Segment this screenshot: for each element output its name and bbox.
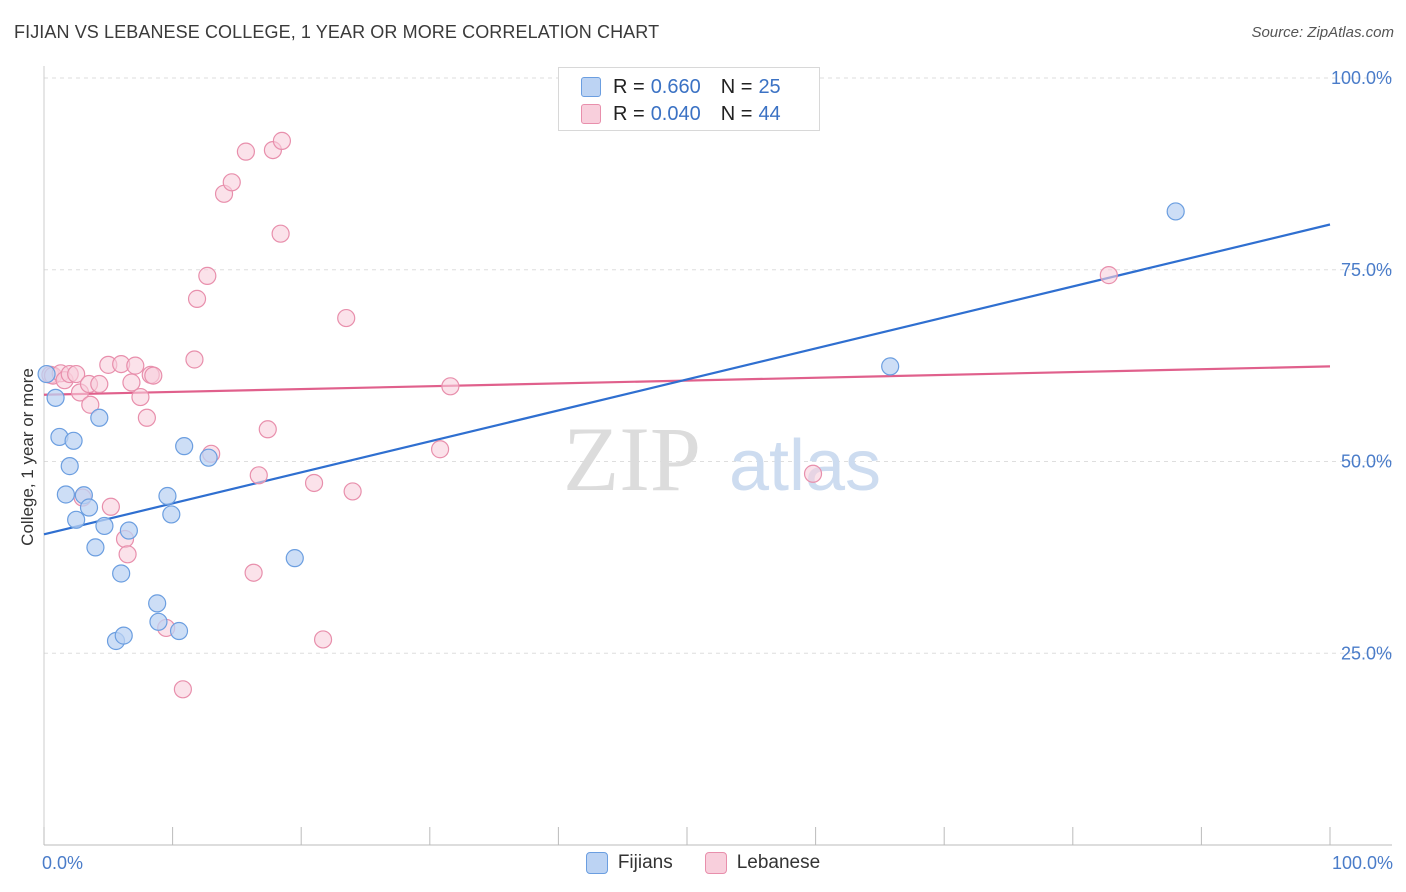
lebanese-point	[803, 464, 823, 483]
fijians-point	[149, 612, 168, 631]
fijians-point	[86, 538, 105, 557]
source-label: Source: ZipAtlas.com	[1251, 24, 1394, 41]
fijians-point	[119, 521, 138, 540]
lebanese-point	[118, 545, 137, 564]
fijians-point	[162, 505, 181, 524]
trend-line-lebanese	[43, 365, 1331, 396]
lebanese-point	[236, 142, 256, 161]
fijians-point	[1166, 202, 1185, 221]
lebanese-point	[137, 408, 156, 427]
fijians-point	[199, 448, 218, 467]
fijians-point	[148, 594, 167, 613]
lebanese-r-value: 0.040	[650, 102, 701, 125]
legend: R = 0.660 N = 25 R = 0.040 N = 44	[558, 67, 820, 131]
legend-row-lebanese: R = 0.040 N = 44	[581, 102, 781, 126]
lebanese-point	[249, 466, 268, 485]
axes	[43, 66, 1392, 846]
watermark-atlas: atlas	[729, 426, 881, 506]
y-tick-label: 75.0%	[1341, 260, 1392, 280]
fijians-point	[95, 516, 114, 536]
lebanese-point	[90, 374, 109, 394]
lebanese-point	[441, 377, 460, 396]
lebanese-point	[81, 395, 100, 414]
fijians-point	[46, 388, 65, 407]
bottom-legend-lebanese: Lebanese	[704, 852, 821, 874]
lebanese-point	[222, 173, 241, 192]
fijians-point	[64, 431, 83, 450]
tick-labels: 25.0% 50.0% 75.0% 100.0% 0.0% 100.0%	[42, 68, 1393, 873]
fijians-point	[285, 549, 304, 568]
lebanese-point	[126, 356, 145, 375]
lebanese-n-value: 44	[758, 102, 781, 125]
bottom-fijians-label: Fijians	[617, 852, 673, 873]
lebanese-point	[304, 473, 324, 493]
bottom-legend-fijians: Fijians	[585, 852, 673, 874]
lebanese-point	[198, 266, 217, 285]
lebanese-point	[337, 308, 356, 328]
fijians-r-value: 0.660	[650, 75, 701, 98]
lebanese-point	[1099, 266, 1118, 285]
lebanese-point	[187, 289, 207, 308]
lebanese-point	[122, 373, 141, 392]
watermark-zip: ZIP	[563, 408, 701, 510]
lebanese-point	[258, 420, 277, 439]
lebanese-point	[244, 563, 263, 582]
lebanese-point	[144, 366, 163, 385]
fijians-point	[881, 357, 900, 376]
fijians-swatch	[581, 77, 601, 97]
fijians-point	[90, 408, 109, 427]
lebanese-r-label: R =	[613, 102, 645, 125]
y-axis-label: College, 1 year or more	[18, 368, 37, 546]
lebanese-swatch	[581, 104, 601, 124]
fijians-n-value: 25	[758, 75, 781, 98]
bottom-legend: Fijians Lebanese	[0, 852, 1406, 874]
bottom-fijians-swatch	[585, 852, 608, 874]
fijians-r-label: R =	[613, 75, 645, 98]
fijians-point	[56, 485, 75, 504]
fijians-point	[67, 510, 86, 529]
grid	[44, 77, 1392, 654]
lebanese-point	[271, 224, 290, 243]
lebanese-point	[313, 630, 333, 649]
legend-row-fijians: R = 0.660 N = 25	[581, 75, 781, 99]
fijians-point	[175, 437, 194, 456]
lebanese-point	[343, 482, 362, 501]
scatter-points	[37, 131, 1185, 699]
y-tick-label: 100.0%	[1331, 68, 1392, 88]
lebanese-point	[67, 364, 86, 384]
x-tick-label-max: 100.0%	[1332, 853, 1393, 873]
lebanese-point	[430, 440, 450, 459]
y-tick-label: 25.0%	[1341, 643, 1392, 663]
fijians-n-label: N =	[720, 75, 753, 98]
x-tick-label-min: 0.0%	[42, 853, 83, 873]
fijians-point	[37, 364, 56, 384]
bottom-lebanese-swatch	[704, 852, 727, 874]
lebanese-point	[272, 131, 292, 150]
lebanese-point	[131, 387, 150, 407]
fijians-point	[79, 498, 99, 517]
lebanese-n-label: N =	[720, 102, 753, 125]
lebanese-point	[185, 350, 204, 369]
fijians-point	[158, 486, 177, 506]
lebanese-point	[101, 497, 120, 516]
fijians-point	[112, 564, 131, 583]
chart-title: FIJIAN VS LEBANESE COLLEGE, 1 YEAR OR MO…	[14, 22, 660, 42]
bottom-lebanese-label: Lebanese	[736, 852, 821, 873]
y-tick-label: 50.0%	[1341, 452, 1392, 472]
fijians-point	[60, 457, 79, 476]
fijians-point	[114, 626, 133, 645]
fijians-point	[169, 621, 189, 641]
lebanese-point	[173, 680, 192, 699]
